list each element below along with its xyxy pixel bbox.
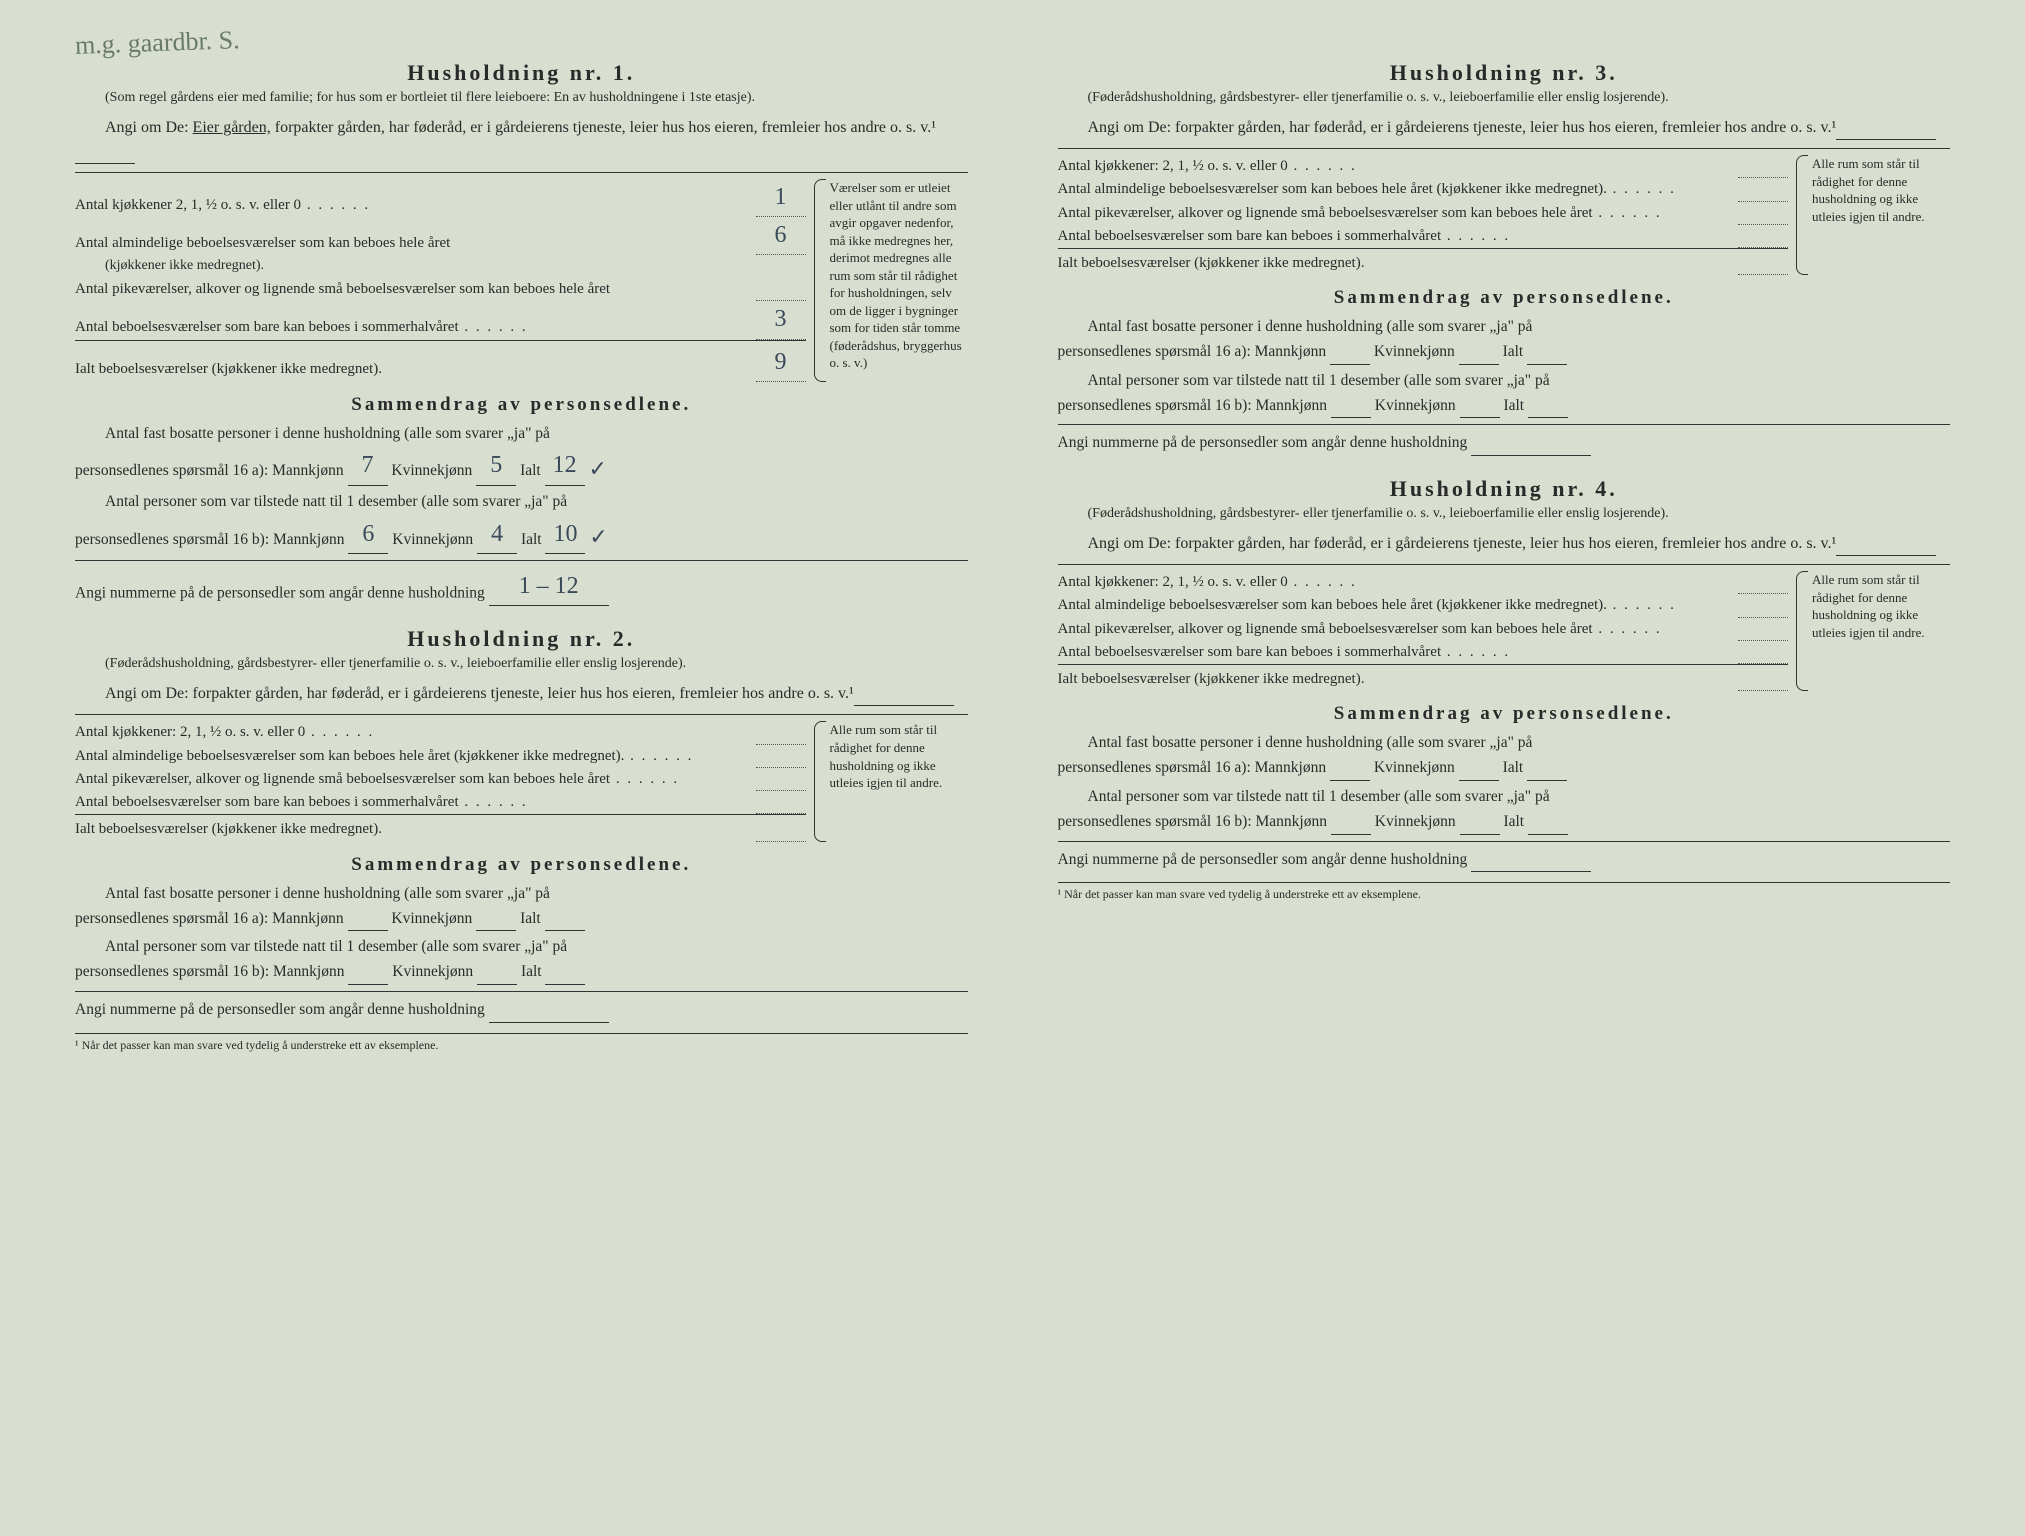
h3-title: Husholdning nr. 3. — [1058, 60, 1951, 86]
h4-angi: Angi om De: forpakter gården, har føderå… — [1058, 532, 1951, 556]
h1-subtitle: (Som regel gårdens eier med familie; for… — [75, 90, 968, 106]
h2-title: Husholdning nr. 2. — [75, 626, 968, 652]
h3-sidebar: Alle rum som står til rådighet for denne… — [1800, 155, 1950, 275]
h1-summer-val: 3 — [771, 301, 791, 338]
h1-summary-title: Sammendrag av personsedlene. — [75, 394, 968, 416]
h1-angi: Angi om De: Eier gården, forpakter gårde… — [75, 116, 968, 164]
h2-sidebar: Alle rum som står til rådighet for denne… — [818, 721, 968, 841]
h1-summary-16b: Antal personer som var tilstede natt til… — [75, 490, 968, 554]
document-spread: m.g. gaardbr. S. Husholdning nr. 1. (Som… — [20, 20, 2005, 1083]
h4-sidebar: Alle rum som står til rådighet for denne… — [1800, 571, 1950, 691]
h1-sidebar: Værelser som er utleiet eller utlånt til… — [818, 179, 968, 382]
household-1: Husholdning nr. 1. (Som regel gårdens ei… — [75, 60, 968, 606]
h4-title: Husholdning nr. 4. — [1058, 476, 1951, 502]
h1-title: Husholdning nr. 1. — [75, 60, 968, 86]
h2-angi: Angi om De: forpakter gården, har føderå… — [75, 682, 968, 706]
h1-rooms-val: 6 — [771, 217, 791, 254]
footnote-left: ¹ Når det passer kan man svare ved tydel… — [75, 1033, 968, 1053]
h3-summary-title: Sammendrag av personsedlene. — [1058, 287, 1951, 309]
h1-kitchens-val: 1 — [771, 179, 791, 216]
household-4: Husholdning nr. 4. (Føderådshusholdning,… — [1058, 476, 1951, 872]
h2-summary-title: Sammendrag av personsedlene. — [75, 854, 968, 876]
handwriting-annotation: m.g. gaardbr. S. — [75, 25, 241, 61]
h4-rooms-block: Antal kjøkkener: 2, 1, ½ o. s. v. eller … — [1058, 571, 1951, 691]
h3-angi: Angi om De: forpakter gården, har føderå… — [1058, 116, 1951, 140]
h1-summary-16a: Antal fast bosatte personer i denne hush… — [75, 422, 968, 486]
h3-subtitle: (Føderådshusholdning, gårdsbestyrer- ell… — [1058, 90, 1951, 106]
check-icon: ✓ — [588, 451, 606, 486]
h1-rooms-block: Antal kjøkkener 2, 1, ½ o. s. v. eller 0… — [75, 179, 968, 382]
h1-numbers: Angi nummerne på de personsedler som ang… — [75, 567, 968, 606]
household-3: Husholdning nr. 3. (Føderådshusholdning,… — [1058, 60, 1951, 456]
h4-summary-title: Sammendrag av personsedlene. — [1058, 703, 1951, 725]
h4-subtitle: (Føderådshusholdning, gårdsbestyrer- ell… — [1058, 506, 1951, 522]
household-2: Husholdning nr. 2. (Føderådshusholdning,… — [75, 626, 968, 1022]
footnote-right: ¹ Når det passer kan man svare ved tydel… — [1058, 882, 1951, 902]
h2-rooms-block: Antal kjøkkener: 2, 1, ½ o. s. v. eller … — [75, 721, 968, 841]
h1-choice: Eier gården, — [193, 119, 271, 136]
h1-total-val: 9 — [771, 344, 791, 381]
page-left: m.g. gaardbr. S. Husholdning nr. 1. (Som… — [20, 20, 1013, 1083]
h2-subtitle: (Føderådshusholdning, gårdsbestyrer- ell… — [75, 656, 968, 672]
check-icon: ✓ — [589, 519, 607, 554]
h3-rooms-block: Antal kjøkkener: 2, 1, ½ o. s. v. eller … — [1058, 155, 1951, 275]
page-right: Husholdning nr. 3. (Føderådshusholdning,… — [1013, 20, 2006, 1083]
